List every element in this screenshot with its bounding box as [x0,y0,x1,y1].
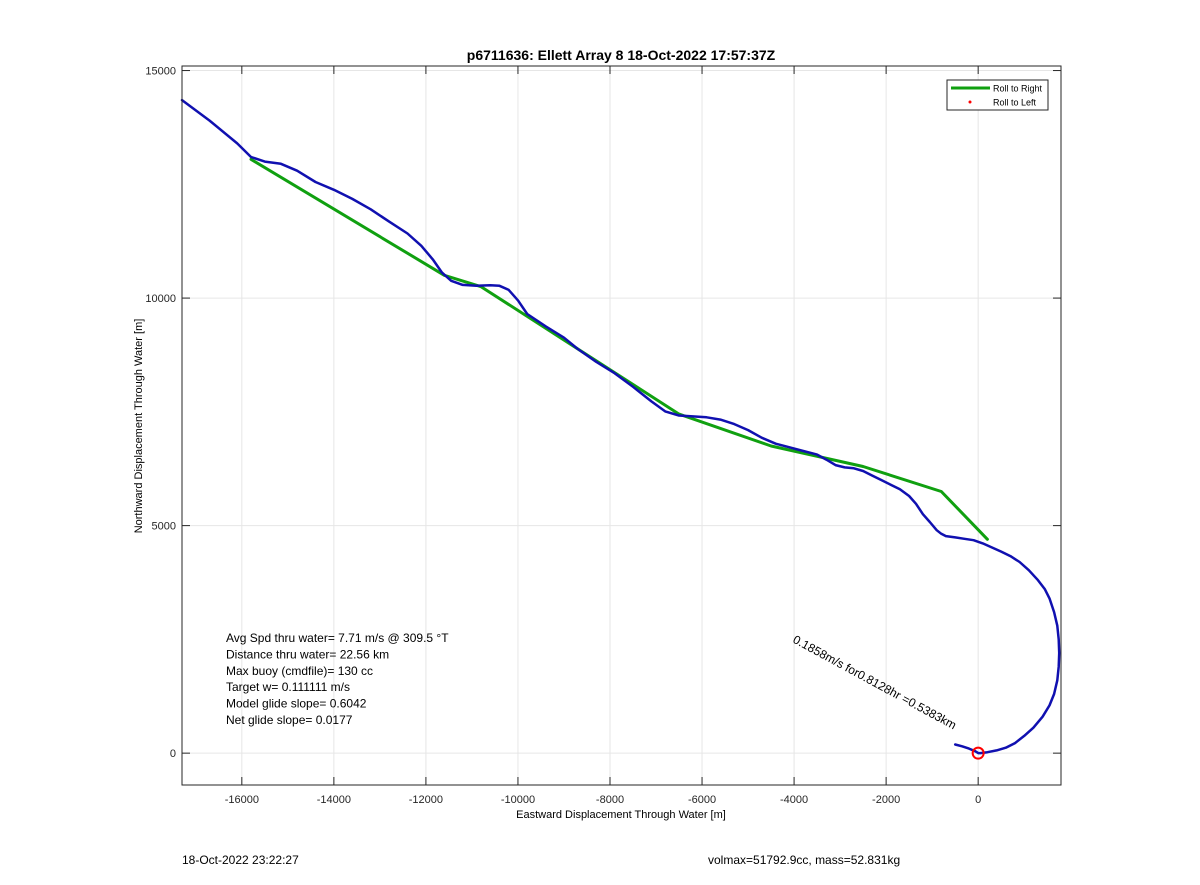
legend-label: Roll to Right [993,84,1043,94]
chart-title: p6711636: Ellett Array 8 18-Oct-2022 17:… [467,47,776,63]
stats-annotations: Avg Spd thru water= 7.71 m/s @ 309.5 °T D… [226,631,449,727]
y-tick-label: 10000 [145,293,176,305]
x-tick-label: -8000 [596,794,624,806]
stats-line: Max buoy (cmdfile)= 130 cc [226,664,373,678]
footer-timestamp: 18-Oct-2022 23:22:27 [182,853,299,867]
current-label: 0.1858m/s for0.8128hr =0.5383km [791,632,959,732]
x-tick-label: -6000 [688,794,716,806]
axis-ticks: -16000 -14000 -12000 -10000 -8000 -6000 -4000 -… [145,66,1061,806]
x-tick-label: -16000 [225,794,259,806]
stats-line: Model glide slope= 0.6042 [226,697,367,711]
stats-line: Net glide slope= 0.0177 [226,713,353,727]
legend-box [946,79,1049,111]
stats-line: Target w= 0.111111 m/s [226,680,350,694]
y-axis-label: Northward Displacement Through Water [m] [133,319,145,534]
start-marker [971,746,985,760]
footer-mass-info: volmax=51792.9cc, mass=52.831kg [708,853,901,867]
x-tick-label: 0 [975,794,981,806]
series-roll-right-line [249,157,989,541]
series-trajectory-line [180,98,1061,755]
grid-lines [182,66,1061,785]
y-tick-label: 0 [170,748,176,760]
stats-line: Avg Spd thru water= 7.71 m/s @ 309.5 °T [226,631,449,645]
x-tick-label: -2000 [872,794,900,806]
legend-swatch-dot [968,100,972,104]
x-tick-label: -10000 [501,794,535,806]
x-tick-label: -12000 [409,794,443,806]
stats-line: Distance thru water= 22.56 km [226,647,389,661]
x-axis-label: Eastward Displacement Through Water [m] [516,809,726,821]
legend-label: Roll to Left [993,98,1037,108]
series-layer [180,98,1061,760]
x-tick-label: -4000 [780,794,808,806]
legend: Roll to Right Roll to Left [946,79,1049,111]
y-tick-label: 5000 [152,521,176,533]
x-tick-label: -14000 [317,794,351,806]
y-tick-label: 15000 [145,66,176,78]
plot-area-border [181,65,1062,786]
